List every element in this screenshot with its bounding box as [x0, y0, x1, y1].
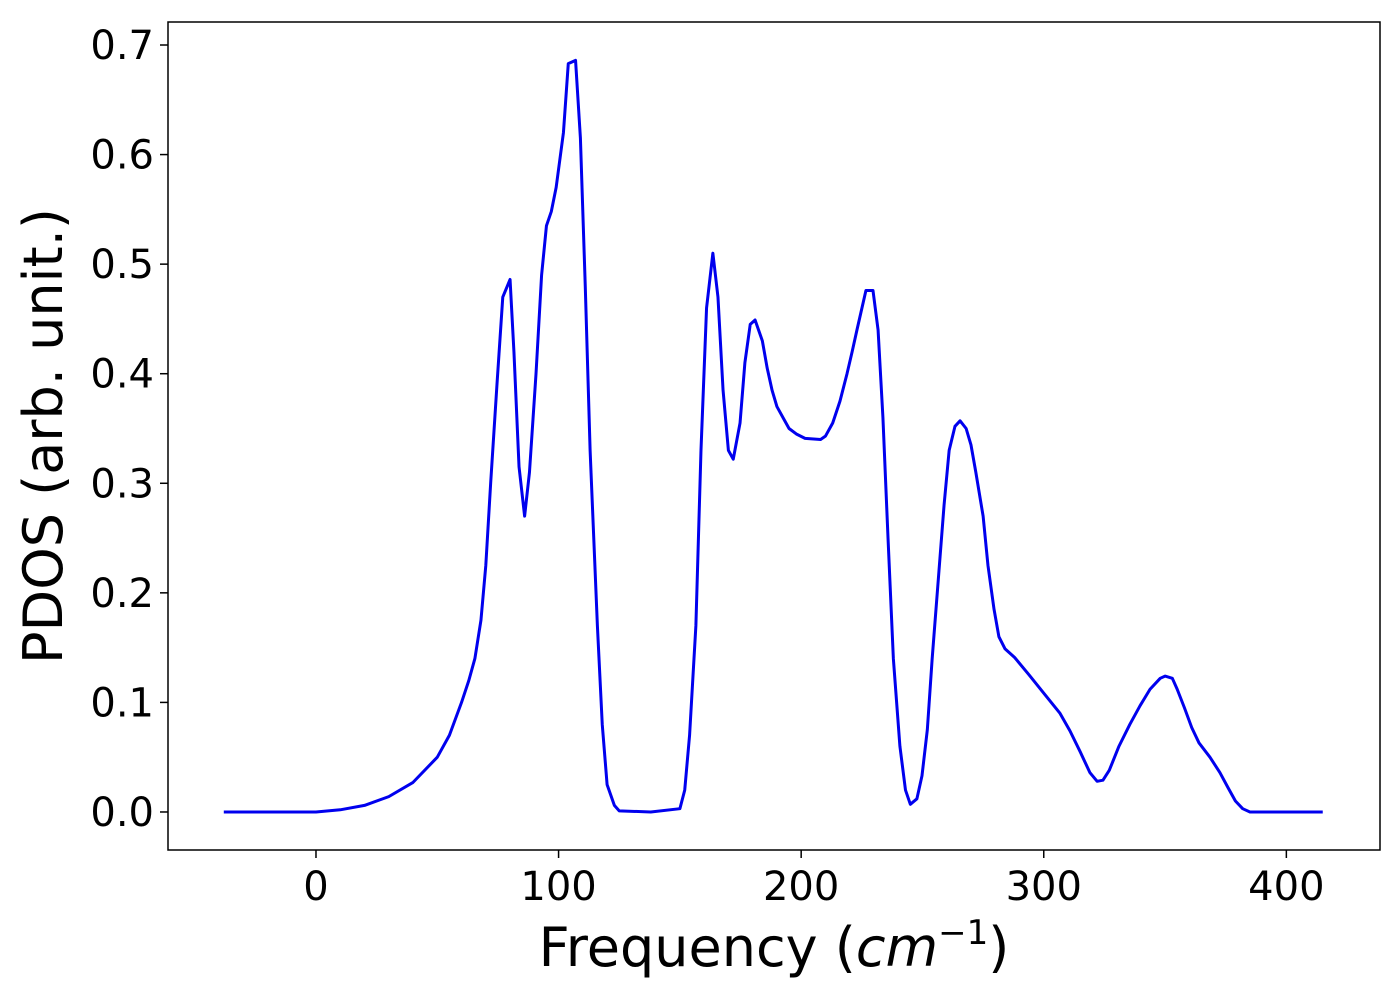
y-tick-label: 0.5	[90, 242, 154, 288]
y-axis-label: PDOS (arb. unit.)	[12, 208, 75, 664]
y-tick-label: 0.4	[90, 352, 154, 398]
x-tick-label: 200	[763, 864, 839, 910]
x-tick-label: 400	[1248, 864, 1324, 910]
y-tick-label: 0.2	[90, 571, 154, 617]
x-tick-label: 300	[1006, 864, 1082, 910]
x-axis-label: Frequency (cm−1)	[539, 913, 1010, 979]
y-tick-label: 0.1	[90, 680, 154, 726]
plot-frame	[167, 21, 1381, 851]
y-tick-label: 0.6	[90, 133, 154, 179]
y-tick-label: 0.7	[90, 23, 154, 69]
x-tick-label: 100	[520, 864, 596, 910]
data-line	[223, 58, 1323, 814]
y-tick-label: 0.0	[90, 790, 154, 836]
y-tick-label: 0.3	[90, 461, 154, 507]
x-tick-label: 0	[303, 864, 328, 910]
